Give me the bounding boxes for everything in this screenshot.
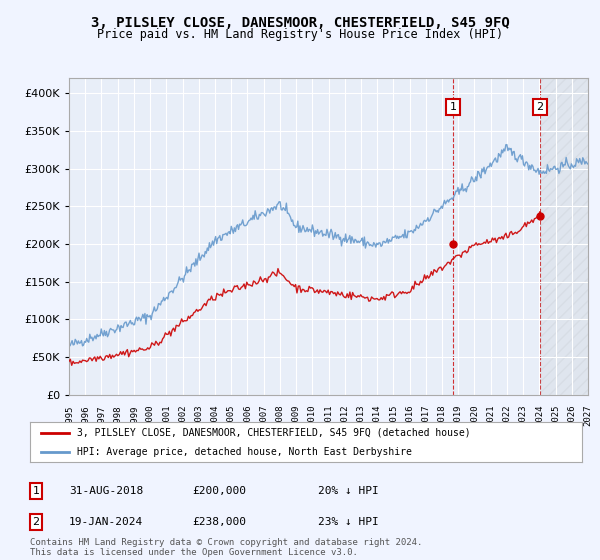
Text: 2000: 2000	[146, 404, 155, 426]
Text: £200,000: £200,000	[192, 486, 246, 496]
Text: HPI: Average price, detached house, North East Derbyshire: HPI: Average price, detached house, Nort…	[77, 447, 412, 457]
Text: 2026: 2026	[567, 404, 576, 426]
Text: Contains HM Land Registry data © Crown copyright and database right 2024.
This d: Contains HM Land Registry data © Crown c…	[30, 538, 422, 557]
Text: 2025: 2025	[551, 404, 560, 426]
Text: 2008: 2008	[275, 404, 284, 426]
Text: 2011: 2011	[324, 404, 333, 426]
Text: 2009: 2009	[292, 404, 301, 426]
Text: 2001: 2001	[162, 404, 171, 426]
Text: 2019: 2019	[454, 404, 463, 426]
Text: 2013: 2013	[356, 404, 365, 426]
Text: 2: 2	[32, 517, 40, 527]
Text: 2022: 2022	[502, 404, 511, 426]
Text: 2006: 2006	[243, 404, 252, 426]
Text: 20% ↓ HPI: 20% ↓ HPI	[318, 486, 379, 496]
Text: 2021: 2021	[486, 404, 495, 426]
Text: 1: 1	[32, 486, 40, 496]
Text: 1999: 1999	[130, 404, 139, 426]
Text: 2027: 2027	[583, 404, 593, 426]
Text: 2003: 2003	[194, 404, 203, 426]
Text: 1998: 1998	[113, 404, 122, 426]
Text: 1997: 1997	[97, 404, 106, 426]
Text: 2015: 2015	[389, 404, 398, 426]
Text: 3, PILSLEY CLOSE, DANESMOOR, CHESTERFIELD, S45 9FQ: 3, PILSLEY CLOSE, DANESMOOR, CHESTERFIEL…	[91, 16, 509, 30]
Text: 2004: 2004	[211, 404, 220, 426]
Text: Price paid vs. HM Land Registry's House Price Index (HPI): Price paid vs. HM Land Registry's House …	[97, 28, 503, 41]
Text: 1: 1	[449, 102, 457, 112]
Text: 2023: 2023	[518, 404, 527, 426]
Text: 2012: 2012	[340, 404, 349, 426]
Text: 2002: 2002	[178, 404, 187, 426]
Text: 2010: 2010	[308, 404, 317, 426]
Text: 3, PILSLEY CLOSE, DANESMOOR, CHESTERFIELD, S45 9FQ (detached house): 3, PILSLEY CLOSE, DANESMOOR, CHESTERFIEL…	[77, 428, 470, 437]
Text: 2020: 2020	[470, 404, 479, 426]
Text: 2024: 2024	[535, 404, 544, 426]
Text: 1995: 1995	[65, 404, 74, 426]
Text: 2018: 2018	[437, 404, 446, 426]
Text: 2016: 2016	[405, 404, 414, 426]
Text: 2: 2	[536, 102, 544, 112]
Text: 2005: 2005	[227, 404, 236, 426]
Text: 2017: 2017	[421, 404, 430, 426]
Text: 19-JAN-2024: 19-JAN-2024	[69, 517, 143, 527]
Text: 23% ↓ HPI: 23% ↓ HPI	[318, 517, 379, 527]
Text: 1996: 1996	[81, 404, 90, 426]
Text: 2007: 2007	[259, 404, 268, 426]
Text: £238,000: £238,000	[192, 517, 246, 527]
Text: 2014: 2014	[373, 404, 382, 426]
Text: 31-AUG-2018: 31-AUG-2018	[69, 486, 143, 496]
